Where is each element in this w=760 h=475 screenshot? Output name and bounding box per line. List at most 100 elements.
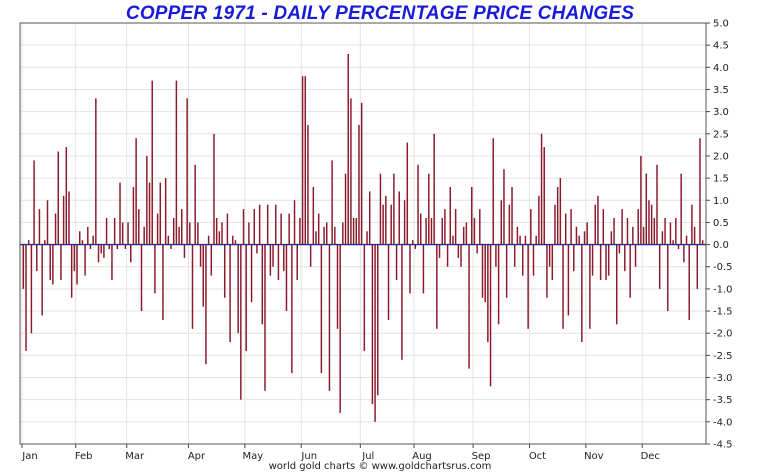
bar xyxy=(524,235,527,245)
bar xyxy=(240,244,242,400)
bar xyxy=(597,195,599,245)
bar xyxy=(342,222,344,245)
bar xyxy=(430,217,433,245)
month-label: Mar xyxy=(125,451,145,462)
bar xyxy=(513,244,516,267)
bar xyxy=(317,213,320,245)
y-tick-label: 0.5 xyxy=(713,218,729,229)
bar xyxy=(111,244,113,281)
bar xyxy=(530,209,532,245)
bar xyxy=(269,244,272,276)
bar xyxy=(334,226,336,245)
bar xyxy=(140,244,143,312)
bar xyxy=(452,235,454,245)
bar xyxy=(275,204,277,245)
bar xyxy=(680,173,682,245)
bar xyxy=(409,244,411,294)
bar xyxy=(438,244,441,258)
bar xyxy=(148,182,151,245)
bar xyxy=(186,98,188,245)
bar xyxy=(374,244,376,422)
y-tick-label: -1.5 xyxy=(713,307,733,318)
bar xyxy=(503,169,505,245)
bar xyxy=(62,195,65,245)
bar xyxy=(352,217,355,245)
bar xyxy=(25,244,27,351)
bar xyxy=(138,209,140,245)
bar xyxy=(156,213,159,245)
bar xyxy=(191,244,194,329)
bar xyxy=(226,213,229,245)
bar xyxy=(154,244,156,294)
bar xyxy=(89,244,92,250)
bar xyxy=(178,226,180,245)
bar xyxy=(210,244,213,276)
bar xyxy=(538,195,540,245)
bar xyxy=(508,204,511,245)
bar xyxy=(460,244,462,267)
bar xyxy=(258,204,261,245)
bar xyxy=(436,244,438,329)
bar xyxy=(162,244,164,320)
bar-series xyxy=(22,54,704,422)
bar xyxy=(363,244,366,351)
bar xyxy=(677,244,680,250)
month-label: Oct xyxy=(529,451,546,462)
bar xyxy=(27,240,30,245)
bar xyxy=(626,217,629,245)
bar xyxy=(390,204,392,245)
bar xyxy=(277,244,280,281)
bar xyxy=(602,209,605,245)
bar xyxy=(175,80,178,245)
bar xyxy=(95,98,97,245)
bar xyxy=(441,217,443,245)
bar xyxy=(368,191,371,245)
bar xyxy=(261,244,264,325)
bar xyxy=(632,226,634,245)
bar xyxy=(589,244,591,329)
bar xyxy=(669,222,672,245)
y-tick-label: 4.0 xyxy=(713,63,729,74)
bar xyxy=(360,102,363,245)
bar xyxy=(495,244,497,267)
bar xyxy=(543,147,545,245)
bar xyxy=(164,178,167,245)
bar xyxy=(500,200,503,245)
bar xyxy=(554,204,556,245)
bar xyxy=(159,182,162,245)
bar xyxy=(207,235,210,245)
bar xyxy=(398,191,400,245)
bar xyxy=(97,244,100,263)
bar xyxy=(130,244,132,263)
bar xyxy=(564,213,567,245)
y-tick-label: 3.5 xyxy=(713,85,729,96)
bar xyxy=(328,244,331,391)
bar xyxy=(642,226,645,245)
bar xyxy=(462,226,465,245)
y-tick-label: -2.5 xyxy=(713,351,733,362)
bar xyxy=(583,231,586,245)
y-tick-label: -3.0 xyxy=(713,373,733,384)
bar xyxy=(73,244,76,272)
bar xyxy=(22,244,25,289)
bar xyxy=(266,204,269,245)
bar xyxy=(46,200,49,245)
bar xyxy=(202,244,204,307)
bar xyxy=(326,222,328,245)
bar xyxy=(567,244,570,316)
bar xyxy=(250,244,253,303)
bar xyxy=(624,244,626,272)
bar xyxy=(78,231,81,245)
bar xyxy=(199,244,202,267)
bar xyxy=(511,186,513,245)
bar xyxy=(272,244,274,267)
bar xyxy=(484,244,486,303)
bar xyxy=(481,244,484,298)
chart-credit: world gold charts © www.goldchartsrus.co… xyxy=(268,461,492,472)
y-tick-label: 0.0 xyxy=(713,240,729,251)
bar xyxy=(473,217,476,245)
bar xyxy=(683,244,685,263)
bar xyxy=(100,244,102,254)
bar xyxy=(540,133,543,245)
bar xyxy=(497,244,500,325)
